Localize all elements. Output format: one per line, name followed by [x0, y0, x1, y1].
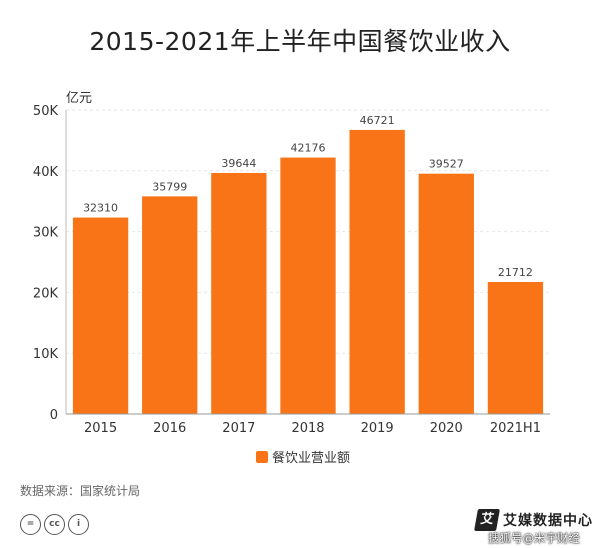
legend: 餐饮业营业额	[256, 450, 350, 466]
y-tick-label: 50K	[33, 104, 59, 119]
bar	[280, 157, 336, 414]
bar	[418, 173, 474, 414]
nd-icon: =	[20, 514, 41, 535]
y-tick-label: 10K	[33, 347, 59, 362]
data-label: 39527	[429, 158, 464, 171]
bar	[142, 196, 198, 414]
watermark: 搜狐号@米宇财经	[488, 531, 580, 545]
cc-icon: cc	[44, 514, 65, 535]
data-label: 21712	[498, 266, 533, 279]
y-tick-label: 0	[50, 408, 58, 423]
data-label: 42176	[291, 142, 326, 155]
y-tick-label: 30K	[33, 226, 59, 241]
brand-logo-icon: 艾	[474, 509, 500, 531]
x-tick-label: 2019	[361, 421, 394, 436]
bar	[211, 172, 267, 414]
y-unit-label: 亿元	[66, 91, 92, 106]
x-tick-label: 2017	[222, 421, 255, 436]
license-icons: = cc i	[20, 514, 89, 535]
bars: 32310 35799 39644 42176 46721 39527 21712	[72, 114, 544, 414]
brand-name: 艾媒数据中心	[503, 513, 593, 529]
data-label: 32310	[83, 202, 118, 215]
x-axis: 2015 2016 2017 2018 2019 2020 2021H1	[66, 413, 550, 436]
bar	[72, 217, 129, 414]
bar	[487, 281, 544, 414]
chart-title: 2015-2021年上半年中国餐饮业收入	[89, 27, 511, 56]
bar	[349, 129, 405, 414]
data-source: 数据来源：国家统计局	[20, 484, 141, 498]
brand: 艾 艾媒数据中心	[474, 509, 593, 531]
x-tick-label: 2015	[84, 421, 117, 436]
data-label: 35799	[152, 180, 187, 193]
data-label: 39644	[221, 157, 256, 170]
x-tick-label: 2020	[430, 421, 463, 436]
x-tick-label: 2018	[291, 421, 324, 436]
by-icon: i	[68, 514, 89, 535]
legend-swatch	[256, 451, 268, 463]
y-axis: 0 10K 20K 30K 40K 50K 亿元	[33, 91, 92, 423]
legend-label: 餐饮业营业额	[272, 450, 350, 466]
y-tick-label: 40K	[33, 165, 59, 180]
x-tick-label: 2016	[153, 421, 186, 436]
data-label: 46721	[360, 114, 395, 127]
y-tick-label: 20K	[33, 286, 59, 301]
x-tick-label: 2021H1	[490, 421, 541, 436]
